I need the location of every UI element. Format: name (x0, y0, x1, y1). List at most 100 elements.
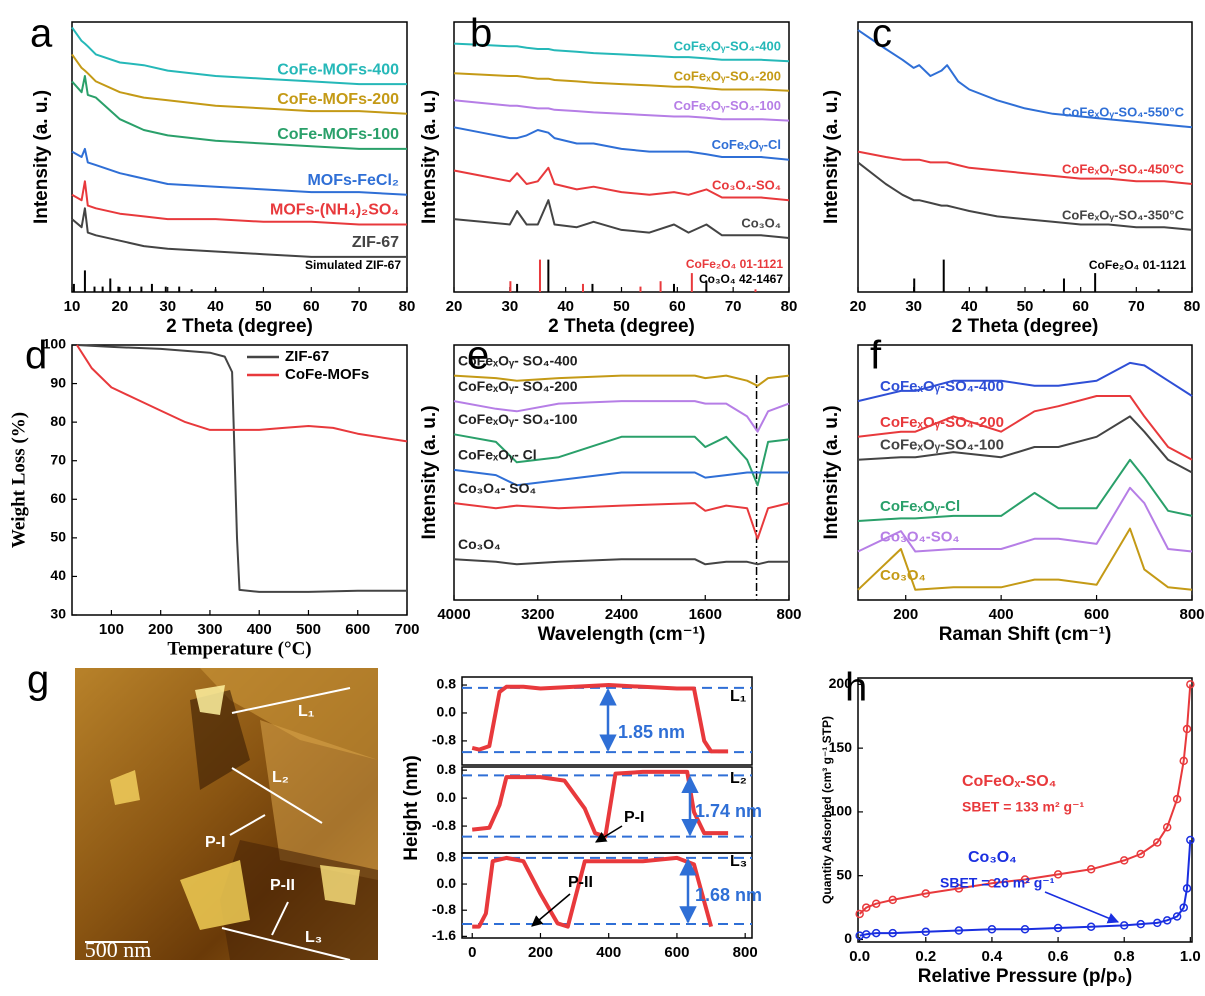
y-tick-label: 70 (50, 451, 66, 467)
series-label: CoFeₓOᵧ-SO₄-400 (880, 378, 1004, 395)
x-tick-label: 300 (197, 621, 222, 638)
y-axis-title: Intensity (a. u.) (419, 90, 440, 224)
annotation-arrow (1045, 892, 1118, 922)
y-tick-label: 0.0 (437, 875, 457, 891)
x-axis-title: Raman Shift (cm⁻¹) (939, 624, 1112, 645)
annotation: Co₃O₄ (968, 849, 1017, 866)
series-line (77, 345, 407, 441)
series-label: CoFeₓOᵧ-Cl (712, 137, 781, 152)
annotation: SBET = 133 m² g⁻¹ (962, 799, 1084, 815)
x-tick-label: 60 (669, 298, 686, 315)
series-line (472, 685, 728, 751)
panel-label: b (470, 12, 492, 56)
x-tick-label: 50 (255, 298, 272, 315)
annotation: CoFeOₓ-SO₄ (962, 773, 1056, 790)
x-tick-label: 20 (446, 298, 463, 315)
y-axis-title: Intensity (a. u.) (821, 90, 842, 224)
series-label: CoFeₓOᵧ-SO₄-100 (880, 437, 1004, 454)
x-tick-label: 70 (1128, 298, 1145, 315)
x-tick-label: 0.6 (1048, 948, 1069, 965)
y-tick-label: 50 (50, 529, 66, 545)
x-tick-label: 800 (1179, 606, 1204, 623)
x-axis-title: Wavelength (cm⁻¹) (538, 624, 706, 645)
peak-label: Simulated ZIF-67 (305, 258, 401, 272)
series-label: CoFeₓOᵧ-Cl (880, 498, 960, 515)
afm-particle (320, 865, 360, 905)
x-tick-label: 800 (733, 944, 758, 961)
x-tick-label: 80 (781, 298, 798, 315)
y-tick-label: 0.8 (437, 849, 457, 865)
series-label: CoFeₓOᵧ-SO₄-100 (674, 98, 781, 113)
x-tick-label: 400 (989, 606, 1014, 623)
figure: g 500 nm L₁ L₂ P-I P-II L₃ 10 20 30 40 50 60 7… (0, 0, 1205, 996)
peak-label: Co₃O₄ 42-1467 (699, 272, 783, 286)
annotation: L₁ (730, 688, 747, 705)
y-tick-label: 30 (50, 606, 66, 622)
panel-label: d (25, 334, 47, 378)
series-label: MOFs-(NH₄)₂SO₄ (270, 202, 399, 219)
y-axis-title: Height (nm) (401, 755, 422, 861)
afm-label: L₁ (298, 703, 315, 720)
y-axis-title: Quantity Adsorbed (cm³ g⁻¹ STP) (820, 716, 834, 904)
series-label: Co₃O₄ (880, 567, 926, 584)
annotation: L₃ (730, 853, 747, 870)
annotation-arrow (532, 894, 570, 926)
x-tick-label: 2400 (605, 606, 638, 623)
x-axis-title: 2 Theta (degree) (548, 316, 695, 337)
y-axis-title: Intensity (a. u.) (821, 405, 842, 539)
afm-label: L₂ (272, 769, 289, 786)
x-tick-label: 80 (1184, 298, 1201, 315)
x-tick-label: 200 (528, 944, 553, 961)
series-label: CoFeₓOᵧ-SO₄-350°C (1062, 207, 1185, 222)
y-axis-title: Weight Loss (%) (8, 412, 29, 548)
annotation: P-II (568, 874, 593, 891)
x-tick-label: 1.0 (1180, 948, 1201, 965)
y-tick-label: -1.6 (432, 927, 456, 943)
annotation: P-I (624, 809, 644, 826)
annotation: 1.85 nm (618, 722, 685, 742)
x-tick-label: 800 (776, 606, 801, 623)
series-label: CoFeₓOᵧ-SO₄-450°C (1062, 161, 1185, 176)
y-tick-label: 80 (50, 413, 66, 429)
x-tick-label: 0.2 (915, 948, 936, 965)
x-axis-title: 2 Theta (degree) (166, 316, 313, 337)
series-label: Co₃O₄- SO₄ (458, 480, 536, 496)
x-tick-label: 0.8 (1114, 948, 1135, 965)
peak-label: CoFe₂O₄ 01-1121 (686, 257, 783, 271)
x-tick-label: 500 (296, 621, 321, 638)
peak-label: CoFe₂O₄ 01-1121 (1089, 258, 1186, 272)
series-line (472, 858, 711, 927)
x-axis-title: 2 Theta (degree) (952, 316, 1099, 337)
panel-label: c (872, 12, 892, 56)
x-tick-label: 30 (501, 298, 518, 315)
data-point (856, 910, 863, 917)
series-line (454, 200, 789, 238)
x-tick-label: 80 (399, 298, 416, 315)
annotation: 1.74 nm (695, 801, 762, 821)
y-axis-title: Intensity (a. u.) (419, 405, 440, 539)
x-tick-label: 0 (468, 944, 476, 961)
series-label: Co₃O₄-SO₄ (880, 529, 960, 546)
series-label: CoFe-MOFs-400 (277, 61, 399, 78)
x-tick-label: 400 (596, 944, 621, 961)
afm-label: L₃ (305, 929, 322, 946)
panel-label: g (27, 658, 49, 702)
x-tick-label: 50 (1017, 298, 1034, 315)
x-axis-title: Relative Pressure (p/p₀) (918, 966, 1132, 987)
y-tick-label: 60 (50, 490, 66, 506)
x-tick-label: 40 (207, 298, 224, 315)
x-tick-label: 0.4 (982, 948, 1004, 965)
x-tick-label: 30 (905, 298, 922, 315)
x-tick-label: 200 (148, 621, 173, 638)
panel-label: a (30, 12, 53, 56)
series-label: ZIF-67 (352, 234, 399, 251)
series-label: MOFs-FeCl₂ (307, 172, 399, 189)
afm-image: g 500 nm L₁ L₂ P-I P-II L₃ (27, 658, 378, 962)
legend-label: ZIF-67 (285, 348, 329, 365)
y-tick-label: 0.0 (437, 789, 457, 805)
x-tick-label: 10 (64, 298, 81, 315)
y-tick-label: -0.8 (432, 901, 456, 917)
x-tick-label: 50 (613, 298, 630, 315)
x-axis-title: Temperature (°C) (167, 638, 311, 659)
panel-label: e (467, 334, 489, 378)
